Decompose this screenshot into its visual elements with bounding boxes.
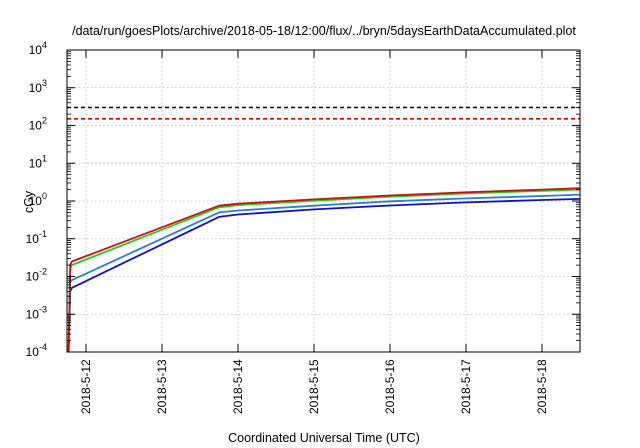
series-line: [67, 187, 581, 353]
x-tick-label: 2018-5-16: [383, 359, 397, 414]
series-line: [67, 188, 581, 353]
x-tick-label: 2018-5-17: [459, 359, 473, 414]
x-tick-label: 2018-5-13: [155, 359, 169, 414]
threshold-lines: [67, 106, 580, 120]
x-tick-label: 2018-5-15: [307, 359, 321, 414]
series-lines: [67, 187, 581, 353]
y-tick-label: 10-4: [26, 342, 47, 359]
y-tick-label: 103: [29, 78, 47, 95]
chart-title: /data/run/goesPlots/archive/2018-05-18/1…: [72, 24, 576, 38]
series-line: [67, 193, 581, 353]
series-line: [67, 198, 581, 353]
y-axis-label: cGy: [22, 190, 36, 213]
y-tick-label: 10-1: [26, 229, 47, 246]
x-tick-label: 2018-5-12: [79, 359, 93, 414]
y-tick-label: 101: [29, 153, 47, 170]
x-tick-label: 2018-5-18: [535, 359, 549, 414]
x-axis-label: Coordinated Universal Time (UTC): [228, 431, 420, 445]
y-tick-label: 10-2: [26, 267, 47, 284]
y-tick-label: 100: [29, 191, 47, 208]
y-tick-label: 102: [29, 116, 47, 133]
y-tick-label: 10-3: [26, 304, 47, 321]
x-tick-label: 2018-5-14: [231, 359, 245, 414]
y-tick-label: 104: [29, 40, 47, 57]
x-axis-ticks: 2018-5-12 2018-5-13 2018-5-14 2018-5-15 2018…: [79, 50, 549, 414]
y-axis-ticks: 10-4 10-3 10-2 10-1 100 101 102 103 104: [26, 40, 580, 359]
